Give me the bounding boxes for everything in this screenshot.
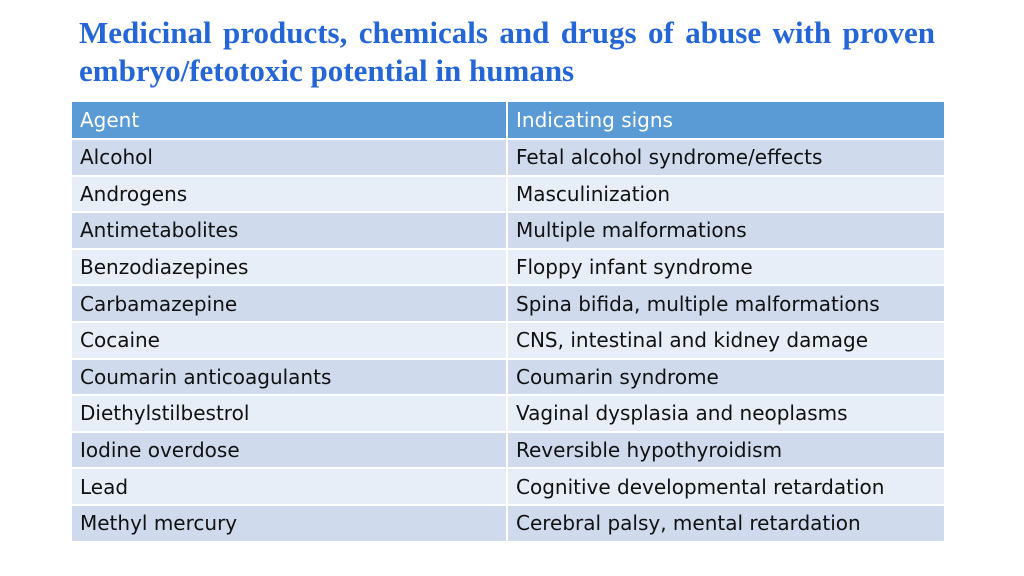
agent-cell: Antimetabolites	[71, 212, 507, 249]
table-row: Alcohol Fetal alcohol syndrome/effects	[71, 139, 945, 176]
agent-cell: Methyl mercury	[71, 505, 507, 542]
agent-cell: Cocaine	[71, 322, 507, 359]
agent-cell: Alcohol	[71, 139, 507, 176]
signs-cell: Masculinization	[507, 176, 945, 213]
agent-cell: Carbamazepine	[71, 285, 507, 322]
column-header-agent: Agent	[71, 101, 507, 139]
table-row: Carbamazepine Spina bifida, multiple mal…	[71, 285, 945, 322]
signs-cell: Floppy infant syndrome	[507, 249, 945, 286]
table-row: Benzodiazepines Floppy infant syndrome	[71, 249, 945, 286]
table-row: Coumarin anticoagulants Coumarin syndrom…	[71, 359, 945, 396]
signs-cell: Spina bifida, multiple malformations	[507, 285, 945, 322]
signs-cell: Coumarin syndrome	[507, 359, 945, 396]
agent-cell: Iodine overdose	[71, 432, 507, 469]
table-row: Lead Cognitive developmental retardation	[71, 468, 945, 505]
table-header-row: Agent Indicating signs	[71, 101, 945, 139]
signs-cell: Vaginal dysplasia and neoplasms	[507, 395, 945, 432]
column-header-indicating-signs: Indicating signs	[507, 101, 945, 139]
agent-cell: Androgens	[71, 176, 507, 213]
signs-cell: Fetal alcohol syndrome/effects	[507, 139, 945, 176]
table-row: Diethylstilbestrol Vaginal dysplasia and…	[71, 395, 945, 432]
table-row: Antimetabolites Multiple malformations	[71, 212, 945, 249]
teratogen-table: Agent Indicating signs Alcohol Fetal alc…	[70, 100, 946, 543]
signs-cell: CNS, intestinal and kidney damage	[507, 322, 945, 359]
table-row: Cocaine CNS, intestinal and kidney damag…	[71, 322, 945, 359]
agent-cell: Lead	[71, 468, 507, 505]
table-row: Methyl mercury Cerebral palsy, mental re…	[71, 505, 945, 542]
signs-cell: Reversible hypothyroidism	[507, 432, 945, 469]
agent-cell: Diethylstilbestrol	[71, 395, 507, 432]
agent-cell: Coumarin anticoagulants	[71, 359, 507, 396]
signs-cell: Cerebral palsy, mental retardation	[507, 505, 945, 542]
agent-cell: Benzodiazepines	[71, 249, 507, 286]
table-row: Androgens Masculinization	[71, 176, 945, 213]
table-row: Iodine overdose Reversible hypothyroidis…	[71, 432, 945, 469]
signs-cell: Cognitive developmental retardation	[507, 468, 945, 505]
signs-cell: Multiple malformations	[507, 212, 945, 249]
slide-title: Medicinal products, chemicals and drugs …	[79, 14, 935, 90]
